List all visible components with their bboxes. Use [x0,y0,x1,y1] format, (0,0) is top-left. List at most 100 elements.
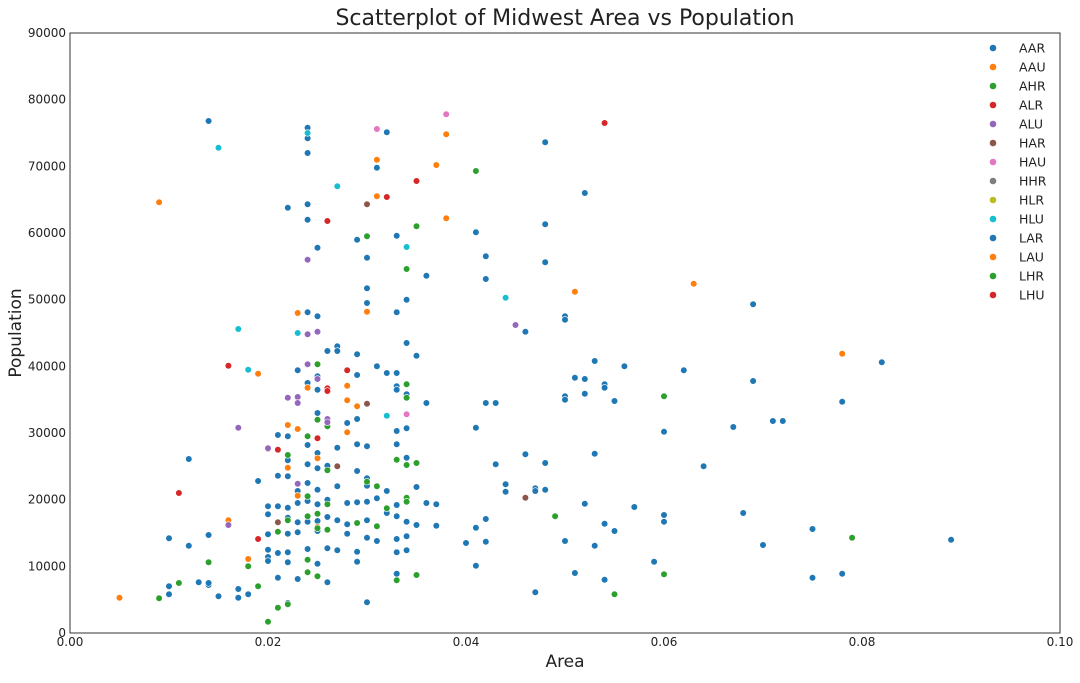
data-point-aar [660,518,668,526]
legend-marker [989,44,997,52]
y-tick-label: 20000 [28,493,66,507]
data-point-aar [373,362,381,370]
data-point-ahr [284,451,292,459]
data-point-aar [492,399,500,407]
data-point-aar [313,517,322,525]
data-point-aar [432,522,440,530]
data-point-hlu [403,243,411,251]
x-axis-label: Area [545,652,584,672]
data-point-aar [205,579,213,587]
data-point-ahr [155,594,163,602]
legend-marker [989,215,997,223]
data-point-aar [304,216,312,224]
data-point-alr [600,119,609,127]
data-point-aar [462,539,470,547]
data-point-ahr [373,482,381,490]
legend-marker [989,272,997,280]
data-point-ahr [472,167,480,175]
data-point-ahr [393,456,401,464]
legend-label: LHU [1019,288,1045,303]
data-point-aar [333,516,341,524]
data-point-ahr [284,516,292,524]
data-point-aau [571,288,579,296]
data-point-aar [502,488,510,496]
data-point-aar [393,501,401,509]
data-point-alu [264,444,272,452]
data-point-aar [353,440,361,448]
plot-frame [69,32,1061,634]
y-tick-label: 10000 [28,559,66,573]
data-point-ahr [403,394,411,402]
data-point-ahr [403,498,411,506]
legend-label: ALR [1019,98,1044,113]
data-point-aar [284,432,292,440]
data-point-aar [313,312,322,320]
data-point-alu [304,256,312,264]
data-point-hlu [294,329,302,337]
data-point-aar [274,574,282,582]
data-point-aar [323,513,332,521]
data-point-aar [185,542,193,550]
data-point-aar [274,502,282,510]
legend-label: LHR [1019,269,1044,284]
data-point-aar [323,578,332,586]
data-point-aar [343,520,351,528]
data-point-aar [313,386,322,394]
data-point-alu [294,480,302,488]
data-point-aar [363,299,371,307]
data-point-aar [343,419,351,427]
data-point-aar [492,460,500,468]
data-point-aar [650,558,658,566]
data-point-aau [373,192,381,200]
data-point-alu [294,399,302,407]
data-point-hlu [383,412,391,420]
data-point-aar [264,557,272,565]
data-point-aar [521,328,530,336]
data-point-aar [234,585,242,593]
legend-marker [989,63,997,71]
data-point-aar [521,450,530,458]
data-point-alr [254,535,262,543]
data-point-aar [284,472,292,480]
data-point-alr [313,434,322,442]
data-point-ahr [274,528,282,536]
data-point-hau [403,410,411,418]
data-point-ahr [313,524,322,532]
x-tick-label: 0.08 [849,635,876,649]
data-point-aar [353,371,361,379]
data-point-ahr [254,582,262,590]
data-point-aar [403,532,411,540]
data-point-aar [313,560,322,568]
data-point-alr [323,387,332,395]
data-point-aar [353,236,361,244]
data-point-har [363,200,371,208]
legend-label: AAU [1019,60,1046,75]
data-point-aau [343,396,351,404]
legend-marker [989,101,997,109]
data-point-ahr [304,568,312,576]
data-point-har [363,400,371,408]
data-point-hlu [214,144,223,152]
x-tick-label: 0.04 [453,635,480,649]
data-point-aar [264,546,272,554]
legend-marker [989,139,997,147]
data-point-alu [313,375,322,383]
data-point-alu [323,418,332,426]
data-point-ahr [304,512,312,520]
data-point-ahr [304,556,312,564]
data-point-aar [313,464,322,472]
data-point-aar [383,487,391,495]
data-point-aar [472,524,480,532]
chart-title: Scatterplot of Midwest Area vs Populatio… [335,6,794,31]
data-point-aar [264,530,272,538]
data-point-aar [205,117,213,125]
data-point-aau [442,214,450,222]
data-point-aar [304,460,312,468]
data-point-aar [482,275,490,283]
data-point-alu [304,360,312,368]
data-point-ahr [205,558,213,566]
data-point-aar [363,534,371,542]
data-point-har [333,462,341,470]
legend-label: ALU [1019,117,1043,132]
